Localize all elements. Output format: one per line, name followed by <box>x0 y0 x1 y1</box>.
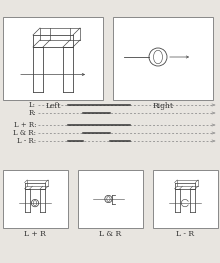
Text: L - R: L - R <box>176 230 194 238</box>
Text: L:: L: <box>29 101 36 109</box>
Bar <box>3 170 68 228</box>
Text: L - R:: L - R: <box>17 137 36 145</box>
Bar <box>153 170 218 228</box>
Text: L & R:: L & R: <box>13 129 36 137</box>
Text: L + R: L + R <box>24 230 46 238</box>
Text: Right: Right <box>152 102 174 110</box>
Bar <box>78 170 143 228</box>
Text: Left: Left <box>45 102 61 110</box>
Bar <box>3 17 103 100</box>
Text: L + R:: L + R: <box>13 121 36 129</box>
Text: R:: R: <box>28 109 36 117</box>
Bar <box>113 17 213 100</box>
Text: L & R: L & R <box>99 230 121 238</box>
